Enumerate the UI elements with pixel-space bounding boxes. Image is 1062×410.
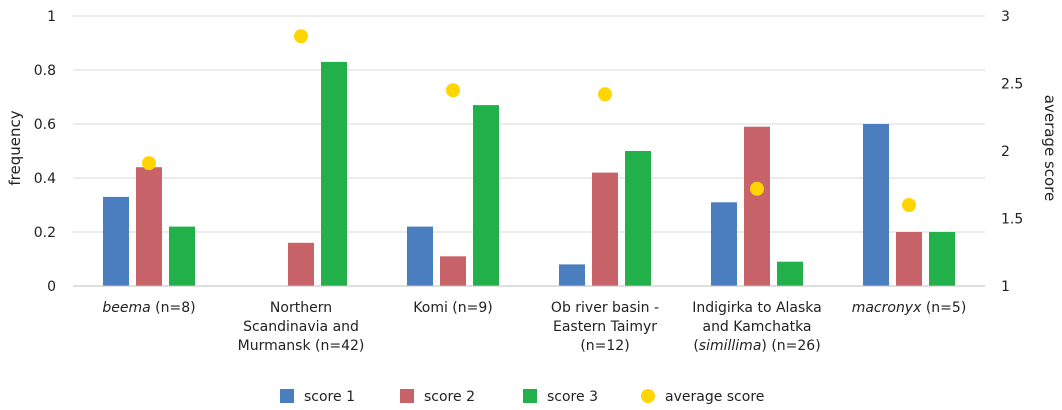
y-tick-label: 1	[47, 9, 56, 25]
y-tick-label: 0.2	[34, 225, 56, 241]
legend-label: score 2	[424, 389, 475, 405]
bar	[896, 232, 922, 286]
bar	[929, 232, 955, 286]
y2-tick-label: 1.5	[1001, 212, 1023, 228]
y-axis-title: frequency	[6, 110, 24, 185]
bar	[744, 126, 770, 286]
legend-label: average score	[665, 389, 764, 405]
y2-tick-label: 3	[1001, 9, 1010, 25]
average-marker	[446, 83, 460, 98]
legend-marker	[641, 389, 655, 403]
x-category-label: Indigirka to Alaska and Kamchatka (similli…	[692, 300, 822, 354]
bar	[288, 242, 314, 286]
y-tick-label: 0	[47, 279, 56, 295]
bar	[592, 172, 618, 286]
bar	[136, 167, 162, 286]
legend-label: score 3	[547, 389, 598, 405]
bar	[103, 196, 129, 286]
average-marker	[902, 198, 916, 212]
y-tick-label: 0.8	[34, 63, 56, 79]
bar	[440, 256, 466, 286]
y-tick-label: 0.4	[34, 171, 56, 187]
x-category-label: Ob river basin -Eastern Taimyr (n=12)	[551, 300, 659, 354]
x-category-label: Komi (n=9)	[413, 300, 492, 316]
bar	[407, 226, 433, 286]
average-marker	[750, 181, 764, 196]
bar	[169, 226, 195, 286]
average-marker	[598, 87, 612, 102]
bar	[321, 61, 347, 287]
y2-tick-label: 2	[1001, 144, 1010, 160]
x-category-label: beema (n=8)	[102, 300, 195, 316]
legend-label: score 1	[304, 389, 355, 405]
legend: score 1 score 2 score 3 average score	[280, 389, 764, 405]
x-category-label: Northern Scandinavia and Murmansk (n=42)	[238, 300, 365, 354]
bar	[777, 261, 803, 286]
bar	[625, 151, 651, 286]
legend-swatch	[280, 389, 294, 403]
y2-tick-label: 1	[1001, 279, 1010, 295]
average-marker	[142, 156, 156, 171]
legend-swatch	[523, 389, 537, 403]
x-category-label: macronyx (n=5)	[852, 300, 967, 316]
bars	[103, 61, 955, 287]
y-tick-label: 0.6	[34, 117, 56, 133]
bar	[559, 264, 585, 286]
y2-axis-title: average score	[1041, 95, 1059, 201]
gridlines	[73, 15, 985, 233]
legend-swatch	[400, 389, 414, 403]
average-markers	[142, 29, 916, 212]
bar	[473, 105, 499, 286]
bar	[863, 124, 889, 286]
average-marker	[294, 29, 308, 44]
axes: 0 0.2 0.4 0.6 0.8 1 1 1.5 2 2.5 3 beema (n=8) Northe…	[34, 9, 1024, 354]
y2-tick-label: 2.5	[1001, 77, 1023, 93]
bar	[711, 202, 737, 286]
